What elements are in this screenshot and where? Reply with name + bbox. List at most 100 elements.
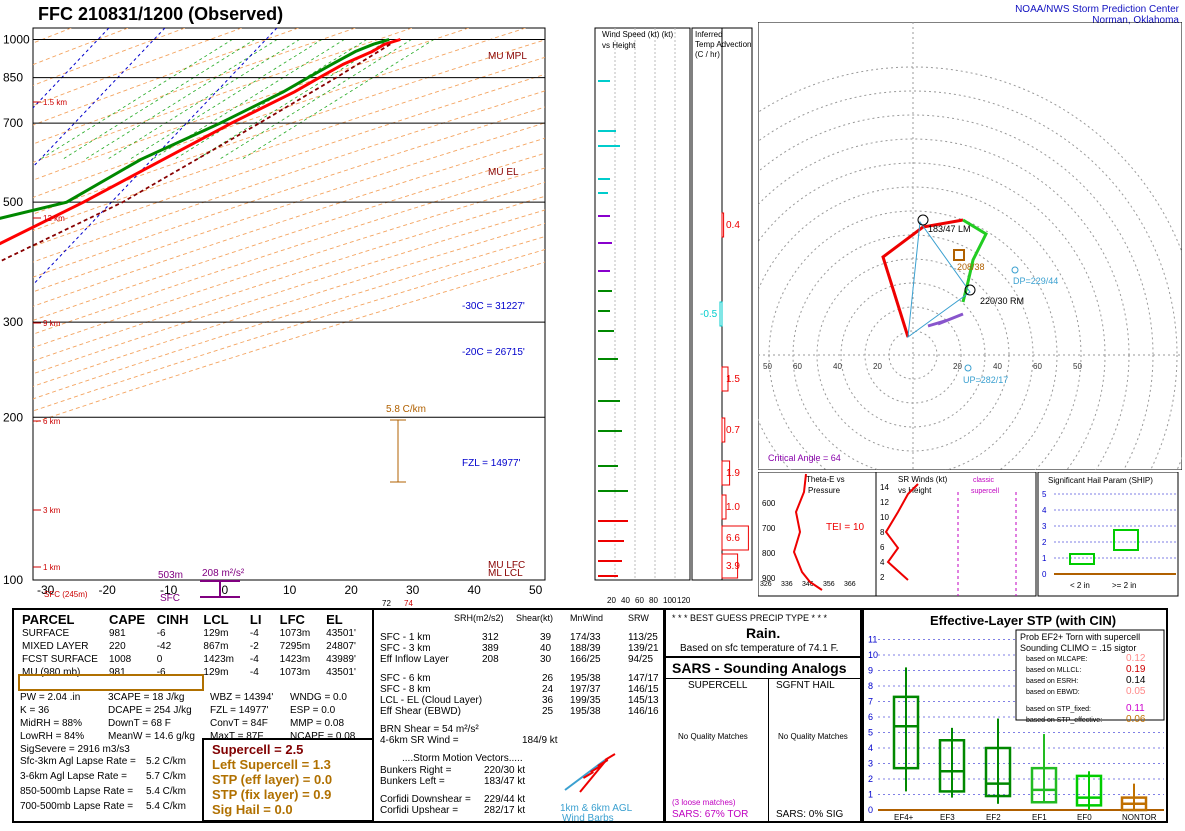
hodo-trace-mid	[961, 218, 988, 303]
kin-row-cell: SFC - 3 km	[380, 643, 431, 654]
hodo-label: DP=229/44	[1013, 276, 1058, 286]
parcel-cell: 1423m	[279, 654, 311, 665]
sars-sig: SARS: 0% SIG	[776, 809, 844, 820]
sr-wind-46: 4-6km SR Wind =	[380, 735, 459, 746]
parcel-cell: MIXED LAYER	[22, 641, 89, 652]
kin-row-cell: 39	[540, 632, 552, 643]
parcel-row: MIXED LAYER 220 -42 867m -2 7295m 24807'	[20, 640, 372, 653]
temp-tick: 0	[222, 583, 229, 597]
sars-nomatch2: No Quality Matches	[778, 732, 848, 741]
adv-value: 1.0	[726, 502, 740, 513]
height-label: 9 km	[43, 319, 61, 328]
page-title: FFC 210831/1200 (Observed)	[38, 4, 284, 24]
mean-wind-marker	[953, 249, 965, 261]
parcel-cell: 1073m	[279, 628, 311, 639]
adv-value: -0.5	[700, 309, 718, 320]
stp-box	[984, 746, 1012, 798]
parcel-cell: -42	[156, 641, 172, 652]
stp-ytick: 3	[868, 759, 873, 769]
parcel-cell: 0	[156, 654, 163, 665]
height-label: 12 km	[43, 214, 65, 223]
isotherm-line	[33, 28, 278, 286]
ship-box	[1069, 553, 1095, 565]
kin-row-cell: 195/38	[570, 706, 601, 717]
srwind-ytick: 12	[880, 498, 889, 507]
precip-value: Rain.	[746, 625, 781, 641]
index-value: ConvT = 84F	[210, 718, 268, 729]
parcel-cell: MU (980 mb)	[22, 667, 81, 678]
hodo-label: UP=282/17	[963, 375, 1008, 385]
height-label: 3 km	[43, 506, 61, 515]
isotherm-line	[33, 28, 166, 168]
stp-prob-value: 0.14	[1126, 675, 1146, 686]
thetae-ytick: 900	[762, 574, 776, 583]
hodo-frame	[758, 22, 1182, 470]
ship-title: Significant Hail Param (SHIP)	[1048, 476, 1153, 485]
thetae-title: Theta-E vs	[806, 475, 845, 484]
wind-speed-bar	[598, 145, 620, 147]
adv-title: Inferred	[695, 30, 723, 39]
stp-prob-label: based on EBWD:	[1026, 689, 1080, 696]
mixing-ratio-line	[62, 39, 256, 160]
skewt-annotation: MU MPL	[488, 51, 527, 62]
ship-category: < 2 in	[1070, 581, 1090, 590]
parcel-cell: 129m	[203, 667, 229, 678]
stp-box	[1030, 766, 1058, 804]
hodo-label: 220/30 RM	[980, 296, 1024, 306]
stp-box	[938, 739, 966, 793]
stp-prob-label: based on STP_fixed:	[1026, 706, 1091, 713]
thetae-line	[792, 473, 823, 591]
sars-nomatch1: No Quality Matches	[678, 732, 748, 741]
parcel-cell: 1073m	[279, 667, 311, 678]
index-value: WNDG = 0.0	[290, 692, 347, 703]
adv-value: 1.9	[726, 468, 740, 479]
stp-prob-value: 0.11	[1126, 703, 1145, 714]
hodo-ring	[758, 114, 1154, 470]
stp-title: Effective-Layer STP (with CIN)	[930, 613, 1116, 628]
srwind-ytick: 8	[880, 528, 885, 537]
parcel-table: PARCEL CAPE CINH LCL LI LFC EL SURFACE 981 -6 129…	[20, 612, 372, 679]
parcel-cell: 43501'	[326, 667, 356, 678]
kin-row-cell: 199/35	[570, 695, 601, 706]
stp-ytick: 1	[868, 790, 873, 800]
hodo-inflow	[907, 220, 971, 339]
kin-header: SRW	[628, 613, 649, 623]
adv-bar	[721, 366, 729, 392]
parcel-line	[0, 43, 391, 263]
composite-box: Supercell = 2.5 Left Supercell = 1.3 STP (…	[202, 738, 374, 822]
wind-speed-bar	[598, 130, 616, 132]
parcel-row: FCST SURFACE 1008 0 1423m -4 1423m 43989'	[20, 653, 372, 666]
parcel-cell: SURFACE	[22, 628, 70, 639]
index-value: SigSevere = 2916 m3/s3	[20, 744, 130, 755]
kin-row-cell: 30	[540, 654, 552, 665]
stp-prob-label: based on STP_effective:	[1026, 717, 1102, 724]
index-value: DownT = 68 F	[108, 718, 171, 729]
kin-row-cell: 145/13	[628, 695, 659, 706]
kin-row-cell: 389	[482, 643, 499, 654]
dry-adiabat	[33, 28, 526, 198]
wind-speed-bar	[598, 290, 612, 292]
skewt-annotation: 503m	[158, 570, 183, 581]
srwind-label: classic	[973, 477, 995, 484]
brn-shear: BRN Shear = 54 m²/s²	[380, 724, 479, 735]
wind-tick: 100	[663, 596, 677, 605]
ship-ytick: 0	[1042, 570, 1047, 579]
stp-category: EF4+	[894, 813, 914, 821]
parcel-cell: 43501'	[326, 628, 356, 639]
temp-tick: 10	[283, 583, 297, 597]
adv-bar	[719, 301, 723, 327]
srwind-line	[884, 483, 919, 581]
sars-col1: SUPERCELL	[688, 680, 748, 691]
hodo-storm-vector	[927, 312, 964, 328]
skewt-annotation: SFC	[160, 593, 180, 604]
srwind-label: supercell	[971, 488, 999, 495]
kin-row-cell: 113/25	[628, 632, 658, 643]
barb-flag	[582, 771, 594, 779]
wind-speed-bar	[598, 575, 618, 577]
org-credit: NOAA/NWS Storm Prediction Center Norman,…	[1015, 4, 1179, 26]
dry-adiabat	[33, 56, 545, 232]
wind-speed-bar	[598, 358, 618, 360]
stp-panel: Effective-Layer STP (with CIN) 11 10 9 8 7 6 5 4…	[862, 608, 1168, 823]
index-value: K = 36	[20, 705, 50, 716]
